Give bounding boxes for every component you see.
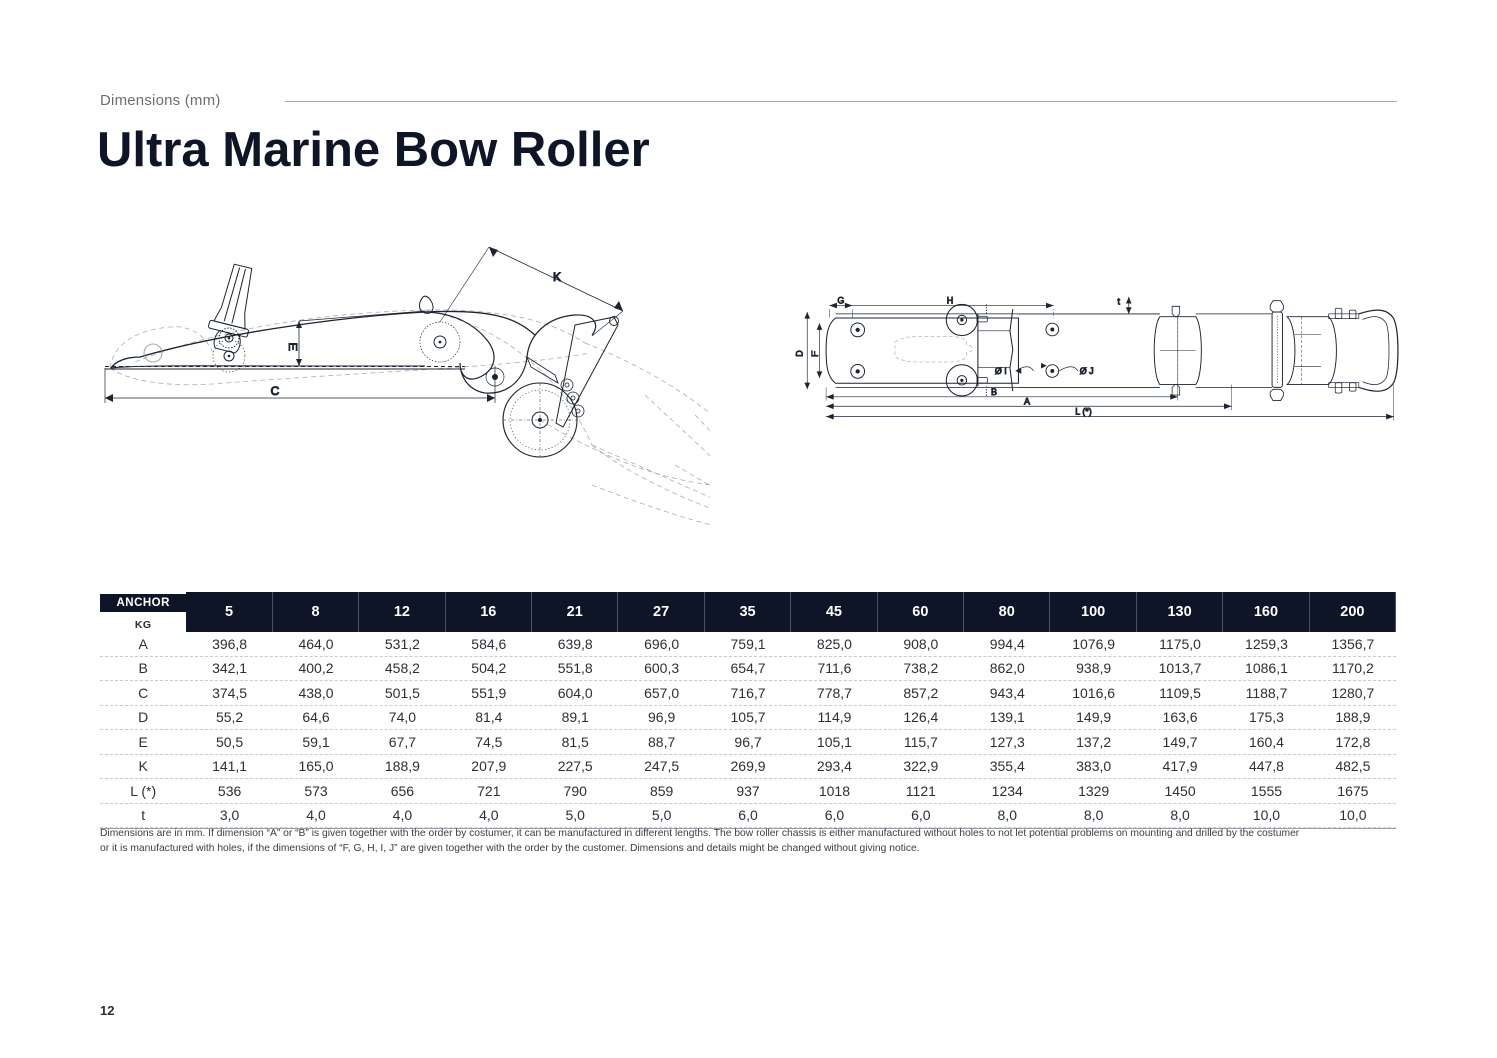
svg-text:C: C (271, 384, 280, 398)
svg-text:H: H (947, 295, 953, 305)
svg-text:D: D (795, 350, 805, 357)
svg-text:G: G (837, 295, 844, 305)
svg-text:L (*): L (*) (1075, 407, 1092, 417)
svg-text:A: A (1024, 396, 1030, 406)
svg-text:B: B (991, 387, 997, 397)
svg-text:t: t (1117, 296, 1120, 306)
svg-text:Ø I: Ø I (995, 366, 1007, 376)
svg-text:Ø J: Ø J (1080, 366, 1094, 376)
svg-text:K: K (553, 270, 561, 284)
